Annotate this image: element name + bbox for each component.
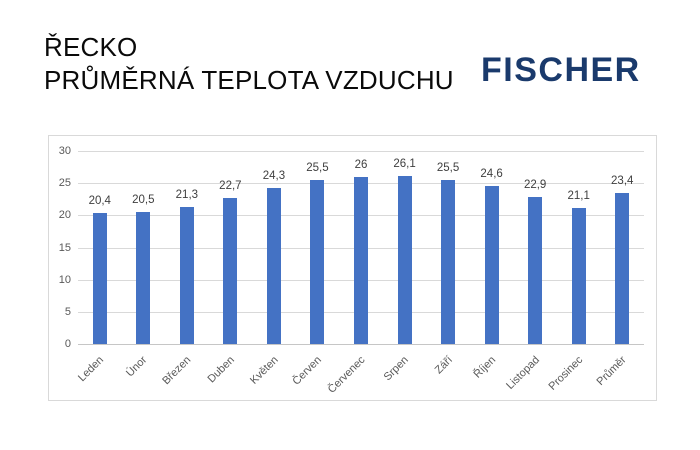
x-tick-label: Květen (247, 354, 281, 387)
y-tick-label: 0 (64, 338, 71, 350)
x-tick-label: Červen (290, 354, 324, 388)
fischer-logo: FISCHER (481, 51, 641, 89)
bar-Prosinec (571, 208, 586, 344)
y-tick-label: 30 (58, 145, 71, 157)
x-tick-label: Únor (124, 354, 150, 380)
y-tick-label: 15 (58, 241, 71, 254)
bar-Říjen (484, 185, 499, 344)
x-tick-label: Prosinec (546, 354, 586, 393)
bar-Únor (136, 212, 151, 344)
bar-Duben (223, 197, 238, 344)
temperature-bar-chart: 0 5 10 15 20 25 30 20,4 Leden 20,5 Únor 21,3 Březen 2… (48, 135, 657, 401)
x-tick-label: Březen (160, 354, 194, 388)
bar-value-label: 20,5 (132, 194, 155, 207)
bar-Průměr (615, 193, 630, 344)
x-tick-label: Srpen (381, 354, 412, 384)
bar-Březen (179, 206, 194, 344)
bar-value-label: 24,6 (480, 167, 503, 180)
x-tick-label: Duben (205, 354, 237, 386)
bar-value-label: 25,5 (306, 161, 329, 174)
bar-value-label: 26,1 (393, 158, 416, 171)
bar-value-label: 24,3 (262, 169, 286, 182)
bar-Červen (310, 179, 325, 344)
x-tick-label: Říjen (471, 354, 499, 381)
title-line-2: PRŮMĚRNÁ TEPLOTA VZDUCHU (44, 65, 454, 95)
bar-value-label: 23,4 (611, 175, 634, 188)
x-tick-label: Září (432, 354, 455, 377)
title-line-1: ŘECKO (44, 32, 138, 62)
bar-value-label: 20,4 (88, 194, 111, 207)
bar-value-label: 21,1 (567, 190, 590, 203)
x-tick-label: Červenec (325, 354, 368, 396)
bar-Září (441, 179, 456, 344)
bar-Listopad (528, 196, 543, 344)
gridline (78, 151, 644, 152)
x-tick-label: Leden (76, 354, 107, 385)
bar-value-label: 25,5 (436, 161, 460, 174)
x-tick-label: Průměr (594, 354, 629, 388)
y-tick-label: 5 (64, 305, 71, 318)
x-tick-label: Listopad (503, 354, 542, 392)
y-tick-label: 20 (58, 209, 71, 222)
y-tick-label: 25 (58, 177, 71, 190)
page-title: ŘECKO PRŮMĚRNÁ TEPLOTA VZDUCHU (44, 31, 454, 97)
bar-Leden (92, 212, 107, 344)
bar-value-label: 22,7 (219, 179, 242, 192)
bar-value-label: 26 (354, 158, 368, 171)
bar-value-label: 22,9 (523, 178, 547, 191)
bar-Srpen (397, 176, 412, 344)
bar-Květen (266, 187, 281, 344)
y-tick-label: 10 (58, 273, 71, 286)
bar-Červenec (354, 176, 368, 344)
bar-value-label: 21,3 (175, 188, 199, 201)
x-axis-line (78, 344, 644, 345)
